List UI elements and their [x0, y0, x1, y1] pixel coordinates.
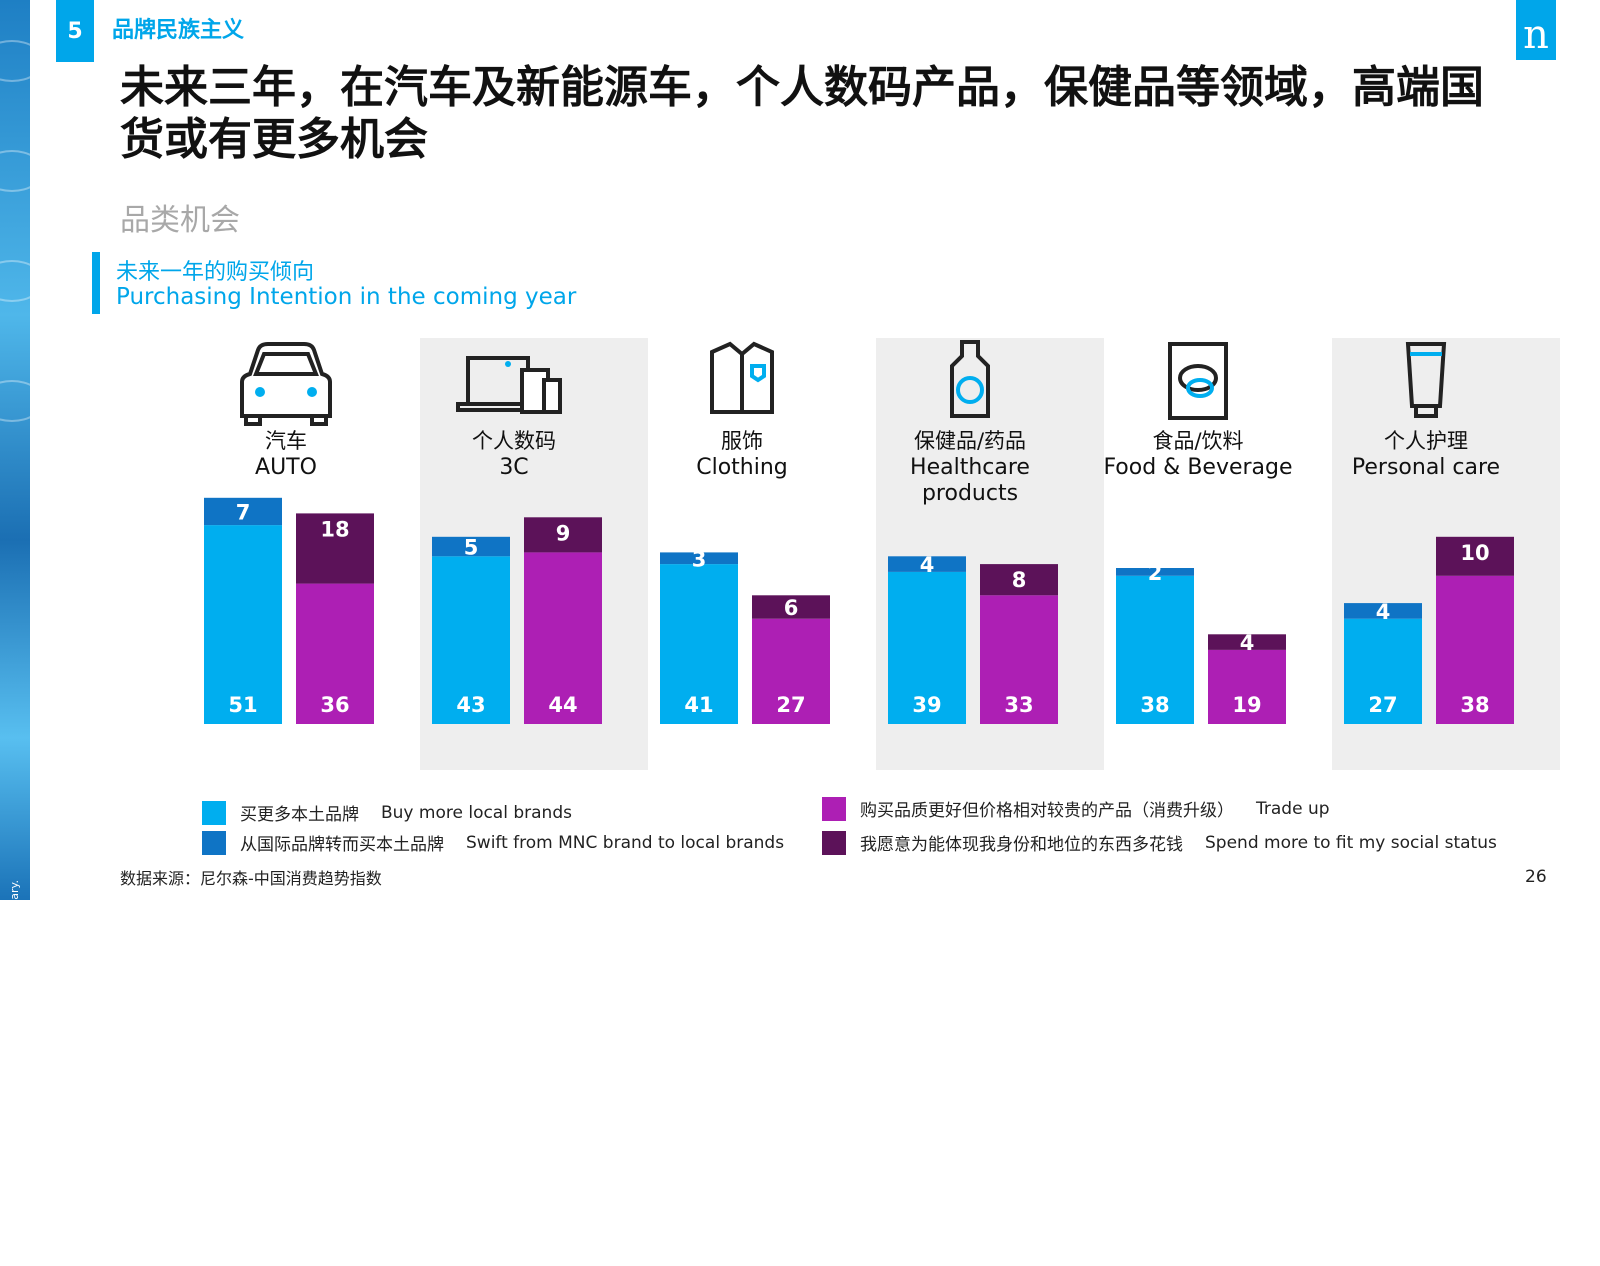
legend-item-trade-up: 购买品质更好但价格相对较贵的产品（消费升级） Trade up: [822, 796, 1330, 821]
car-icon: [240, 342, 332, 426]
bar-segment-social: [524, 517, 602, 553]
bar-segment-local: [888, 571, 966, 724]
category-label-en: 3C: [499, 455, 528, 480]
legend-label-cn: 买更多本土品牌: [240, 805, 359, 825]
bar-segment-mnc-switch: [1344, 603, 1422, 619]
data-label: 2: [1148, 561, 1163, 585]
category-label-cn: 食品/饮料: [1152, 429, 1243, 453]
snack-bag-icon: [1168, 342, 1228, 420]
shirt-icon: [710, 341, 774, 414]
category-label-en: AUTO: [255, 455, 317, 480]
bar-segment-trade-up: [980, 595, 1058, 724]
legend-label-cn: 我愿意为能体现我身份和地位的东西多花钱: [860, 835, 1183, 855]
data-label: 43: [456, 693, 485, 717]
page-title: 未来三年，在汽车及新能源车，个人数码产品，保健品等领域，高端国货或有更多机会: [120, 62, 1484, 165]
category-label-en: Healthcare: [910, 455, 1030, 480]
bar-segment-mnc-switch: [1116, 568, 1194, 576]
chart-heading-cn: 未来一年的购买倾向: [116, 260, 315, 285]
data-label: 36: [320, 693, 349, 717]
data-label: 39: [912, 693, 941, 717]
bar-segment-trade-up: [296, 583, 374, 724]
legend-swatch: [822, 830, 846, 855]
decorative-side-strip: Copyright © 2017 The Nielsen Company. Co…: [0, 0, 44, 1266]
data-label: 7: [236, 500, 251, 524]
bar-segment-trade-up: [1208, 649, 1286, 724]
bar-segment-mnc-switch: [888, 556, 966, 572]
category-label-cn: 个人护理: [1384, 429, 1468, 453]
section-number: 5: [56, 0, 94, 62]
bar-segment-local: [660, 564, 738, 724]
bar-segment-local: [204, 525, 282, 724]
nielsen-logo: n: [1516, 0, 1556, 60]
devices-icon: [456, 356, 562, 414]
data-label: 38: [1140, 693, 1169, 717]
bar-segment-social: [752, 595, 830, 619]
legend-item-local: 买更多本土品牌 Buy more local brands: [202, 800, 572, 825]
bar-segment-social: [980, 564, 1058, 596]
data-label: 27: [1368, 693, 1397, 717]
data-label: 6: [784, 596, 799, 620]
data-label: 44: [548, 693, 577, 717]
legend-label-cn: 从国际品牌转而买本土品牌: [240, 835, 444, 855]
bar-segment-mnc-switch: [660, 552, 738, 565]
legend-swatch: [822, 796, 846, 821]
legend-swatch: [202, 800, 226, 825]
bar-segment-social: [1436, 536, 1514, 576]
legend-label-en: Buy more local brands: [381, 802, 572, 823]
legend-label-cn: 购买品质更好但价格相对较贵的产品（消费升级）: [860, 801, 1234, 821]
data-label: 4: [1240, 631, 1255, 655]
data-label: 4: [920, 553, 935, 577]
page-subtitle: 品类机会: [120, 203, 240, 238]
stacked-bar-chart: 汽车AUTO5173618个人数码3C435449服饰Clothing41327…: [204, 338, 1560, 770]
legend-label-en: Spend more to fit my social status: [1205, 832, 1497, 853]
bar-segment-mnc-switch: [432, 536, 510, 557]
category-label-cn: 汽车: [265, 429, 307, 453]
bottle-icon: [950, 340, 990, 418]
category-label-en: products: [922, 481, 1018, 506]
category-label-en: Clothing: [696, 455, 788, 480]
data-label: 41: [684, 693, 713, 717]
data-label: 38: [1460, 693, 1489, 717]
tube-icon: [1405, 342, 1447, 418]
page-number: 26: [1525, 867, 1547, 887]
category-label-en: Personal care: [1352, 455, 1500, 480]
data-label: 51: [228, 693, 257, 717]
bar-segment-social: [1208, 634, 1286, 650]
legend-item-social: 我愿意为能体现我身份和地位的东西多花钱 Spend more to fit my…: [822, 830, 1497, 855]
bar-segment-local: [1344, 618, 1422, 724]
data-label: 10: [1460, 541, 1489, 565]
data-source: 数据来源：尼尔森-中国消费趋势指数: [120, 869, 382, 888]
bar-segment-mnc-switch: [204, 497, 282, 526]
copyright-text: Copyright © 2017 The Nielsen Company. Co…: [8, 880, 21, 1266]
data-label: 9: [556, 521, 571, 545]
bar-segment-trade-up: [1436, 575, 1514, 724]
category-label-cn: 服饰: [721, 429, 763, 453]
data-label: 27: [776, 693, 805, 717]
data-label: 18: [320, 517, 349, 541]
legend-swatch: [202, 830, 226, 855]
data-label: 19: [1232, 693, 1261, 717]
category-label-en: Food & Beverage: [1103, 455, 1292, 480]
bar-segment-trade-up: [752, 618, 830, 724]
data-label: 3: [692, 547, 707, 571]
data-label: 33: [1004, 693, 1033, 717]
bar-segment-local: [1116, 575, 1194, 724]
data-label: 5: [464, 536, 479, 560]
chart-heading-en: Purchasing Intention in the coming year: [116, 284, 577, 310]
category-label-cn: 个人数码: [472, 429, 556, 453]
legend-item-mnc-switch: 从国际品牌转而买本土品牌 Swift from MNC brand to loc…: [202, 830, 784, 855]
bar-segment-local: [432, 556, 510, 724]
data-label: 8: [1012, 568, 1027, 592]
section-title: 品牌民族主义: [112, 18, 245, 43]
chart-heading-accent: [92, 252, 100, 314]
legend-label-en: Swift from MNC brand to local brands: [466, 832, 785, 853]
bar-segment-social: [296, 513, 374, 584]
legend-label-en: Trade up: [1256, 798, 1330, 819]
bar-segment-trade-up: [524, 552, 602, 724]
category-label-cn: 保健品/药品: [914, 429, 1026, 453]
data-label: 4: [1376, 600, 1391, 624]
